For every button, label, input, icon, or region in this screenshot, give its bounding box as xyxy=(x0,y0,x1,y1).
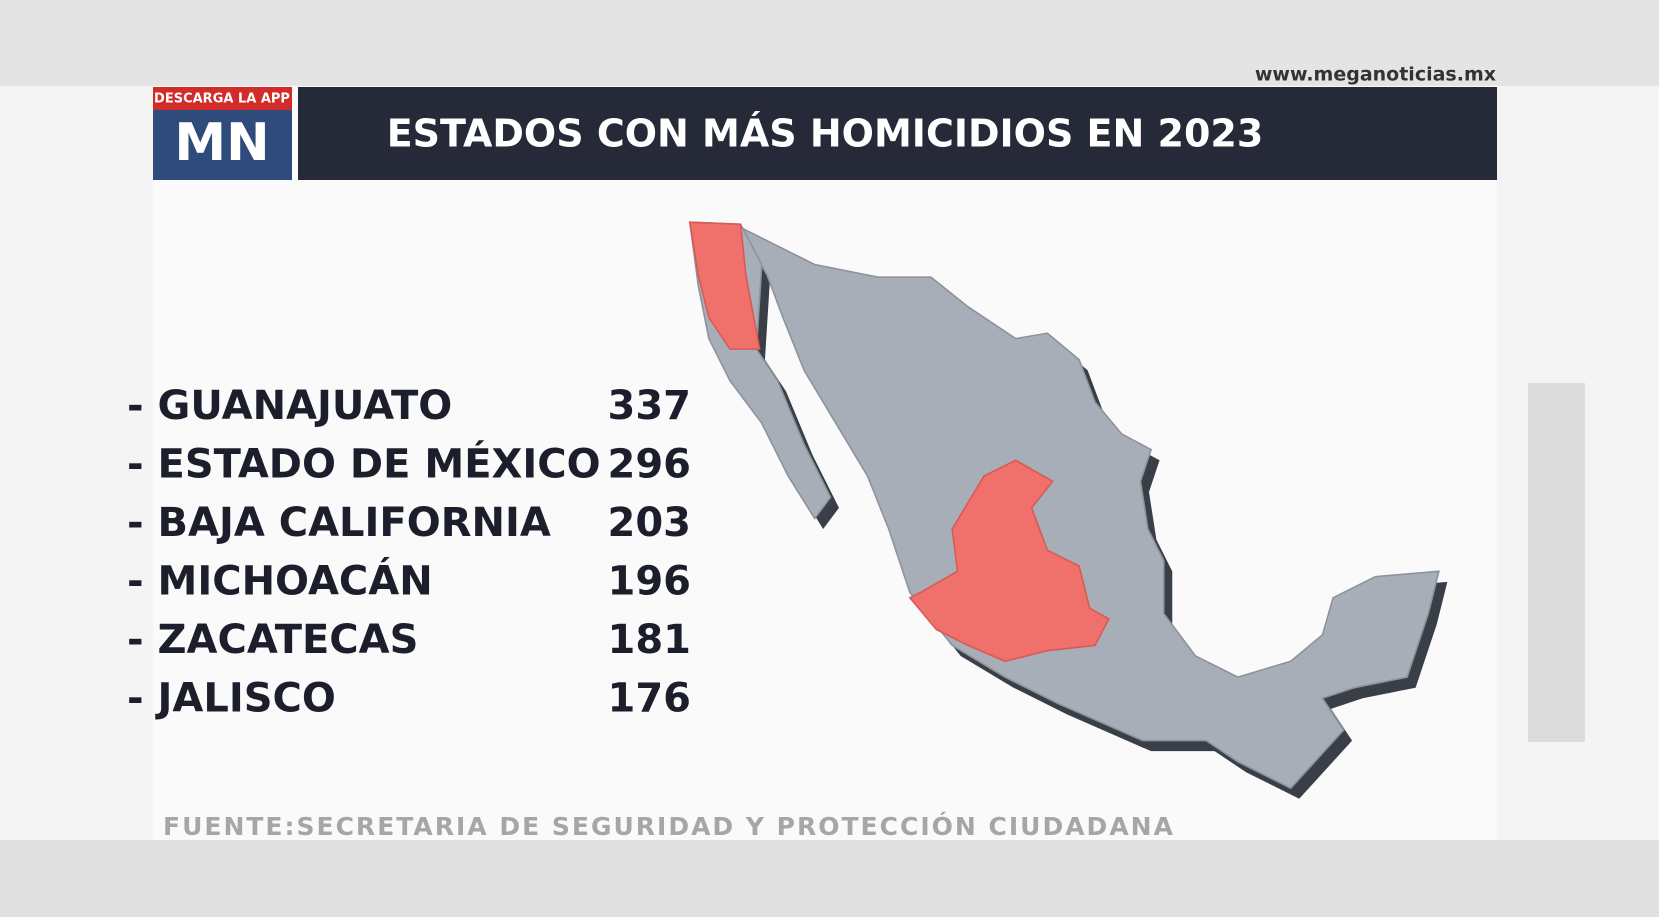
logo: MN xyxy=(174,113,269,173)
title-bar xyxy=(298,87,1497,180)
highlighted-states xyxy=(908,459,1110,663)
state-count: 181 xyxy=(608,617,692,663)
state-name: - GUANAJUATO xyxy=(127,383,452,429)
state-name: - MICHOACÁN xyxy=(127,557,433,605)
bottom-band xyxy=(0,840,1659,917)
badge: DESCARGA LA APP xyxy=(154,92,290,107)
side-block xyxy=(1528,383,1585,742)
state-name: - ESTADO DE MÉXICO xyxy=(127,440,601,488)
state-name: - ZACATECAS xyxy=(127,617,418,663)
title: ESTADOS CON MÁS HOMICIDIOS EN 2023 xyxy=(387,112,1264,156)
state-count: 337 xyxy=(608,383,692,429)
list: - GUANAJUATO 337- ESTADO DE MÉXICO 296 - BA… xyxy=(127,383,691,722)
state-name: - BAJA CALIFORNIA xyxy=(127,500,551,546)
baja-california xyxy=(688,221,761,350)
mainland xyxy=(738,225,1440,790)
state-count: 176 xyxy=(608,676,692,722)
badge-bg xyxy=(153,87,292,110)
top-band xyxy=(0,0,1659,86)
state-name: - JALISCO xyxy=(127,676,336,722)
map xyxy=(688,221,1448,799)
logo-bg xyxy=(153,110,292,180)
source: FUENTE:SECRETARIA DE SEGURIDAD Y PROTECC… xyxy=(163,811,1175,841)
state-count: 296 xyxy=(608,442,692,488)
state-count: 196 xyxy=(608,559,692,605)
website: www.meganoticias.mx xyxy=(1255,64,1496,86)
state-count: 203 xyxy=(608,500,692,546)
